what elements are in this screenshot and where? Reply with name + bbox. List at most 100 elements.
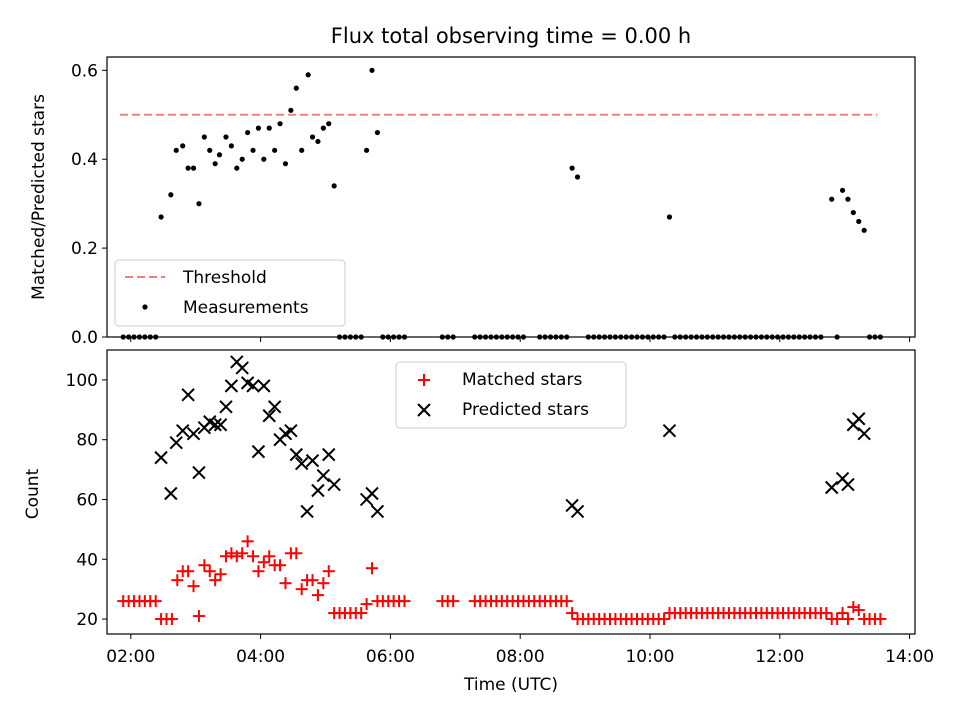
bottom-panel: 20 40 60 80 100 02:00 04:00 06:00 08:00 10:00 12:…	[23, 349, 934, 695]
measurement-point	[201, 134, 207, 140]
matched-star-point	[209, 574, 222, 587]
predicted-star-point	[316, 468, 331, 483]
matched-star-point	[230, 550, 243, 563]
x-tick-label: 02:00	[106, 647, 155, 667]
predicted-star-point	[300, 504, 314, 519]
matched-star-point	[290, 547, 303, 560]
predicted-star-point	[257, 379, 271, 393]
predicted-star-point	[311, 483, 325, 498]
matched-star-point	[203, 565, 216, 578]
measurements-legend-label: Measurements	[183, 298, 309, 318]
predicted-star-point	[169, 435, 183, 450]
predicted-star-point	[365, 486, 379, 501]
measurement-point	[196, 201, 202, 207]
matched-star-point	[295, 583, 308, 596]
top-y-axis-label: Matched/Predicted stars	[29, 94, 49, 300]
measurement-point	[861, 227, 867, 233]
bottom-legend: Matched stars Predicted stars	[395, 361, 627, 429]
bottom-y-tick-label: 20	[76, 610, 98, 630]
measurement-point	[255, 125, 262, 131]
measurement-point	[272, 147, 278, 153]
matched-star-point	[366, 562, 379, 575]
matched-star-point	[192, 610, 205, 623]
predicted-star-point	[262, 409, 276, 423]
measurement-point	[185, 165, 191, 171]
measurement-point	[277, 121, 283, 127]
predicted-star-point	[267, 400, 282, 414]
matched-legend-swatch	[418, 374, 430, 386]
predicted-star-point	[825, 480, 839, 495]
matched-star-point	[225, 547, 238, 560]
predicted-star-point	[181, 388, 195, 402]
matched-star-point	[182, 565, 195, 578]
bottom-x-ticks: 02:00 04:00 06:00 08:00 10:00 12:00 14:00	[106, 634, 934, 667]
matched-star-point	[355, 607, 368, 620]
matched-star-point	[841, 613, 854, 626]
measurement-point	[190, 165, 197, 171]
bottom-y-axis-label: Count	[23, 468, 43, 519]
matched-star-point	[447, 595, 460, 608]
top-y-tick-label: 0.0	[71, 328, 98, 348]
matched-star-point	[279, 577, 292, 590]
measurement-point	[574, 174, 581, 180]
measurement-point	[369, 67, 375, 73]
x-tick-label: 14:00	[885, 647, 934, 667]
matched-star-point	[852, 604, 865, 617]
matched-star-point	[831, 613, 844, 626]
measurement-point	[331, 183, 337, 189]
matched-star-point	[836, 607, 849, 620]
measurement-point	[212, 161, 218, 167]
top-y-ticks: 0.0 0.2 0.4 0.6	[71, 61, 107, 348]
predicted-star-point	[857, 426, 871, 441]
x-tick-label: 04:00	[236, 647, 285, 667]
bottom-y-ticks: 20 40 60 80 100	[66, 371, 107, 630]
matched-star-point	[398, 595, 411, 608]
measurement-point	[180, 143, 186, 149]
bottom-axes-frame	[106, 349, 916, 635]
chart-title: Flux total observing time = 0.00 h	[331, 24, 691, 48]
top-x-ticks	[130, 337, 911, 342]
top-y-tick-label: 0.2	[71, 239, 98, 259]
predicted-legend-swatch	[417, 403, 431, 417]
x-tick-label: 06:00	[366, 647, 415, 667]
measurement-point	[374, 129, 381, 136]
measurement-point	[266, 125, 272, 131]
measurement-point	[288, 107, 294, 113]
top-legend-box	[114, 259, 346, 327]
matched-star-point	[187, 580, 200, 593]
matched-star-point	[306, 574, 319, 587]
bottom-y-tick-label: 60	[76, 490, 98, 510]
measurement-point	[245, 129, 251, 136]
predicted-star-point	[208, 418, 222, 432]
matched-star-point	[214, 568, 227, 581]
predicted-star-point	[224, 379, 239, 393]
top-y-tick-label: 0.4	[71, 150, 98, 170]
x-tick-label: 08:00	[496, 647, 545, 667]
predicted-star-point	[164, 486, 178, 501]
bottom-y-tick-label: 40	[76, 550, 98, 570]
predicted-star-point	[213, 418, 228, 432]
measurement-point	[293, 85, 299, 91]
matched-star-point	[274, 559, 287, 572]
predicted-star-point	[841, 477, 855, 492]
matched-star-point	[847, 601, 860, 614]
matched-star-point	[257, 556, 270, 569]
predicted-star-point	[662, 424, 677, 438]
top-legend: Threshold Measurements	[114, 259, 346, 327]
measurement-point	[856, 218, 862, 225]
bottom-y-tick-label: 100	[66, 371, 98, 391]
x-tick-label: 10:00	[625, 647, 674, 667]
matched-star-point	[560, 595, 573, 608]
matched-star-point	[360, 598, 373, 611]
measurement-point	[216, 152, 223, 158]
matched-star-point	[263, 550, 276, 563]
measurement-point	[305, 72, 311, 78]
predicted-star-point	[370, 504, 385, 519]
top-y-tick-label: 0.6	[71, 61, 98, 81]
matched-star-point	[171, 574, 184, 587]
predicted-star-point	[219, 400, 233, 414]
predicted-star-point	[284, 424, 298, 438]
top-axes-frame	[106, 56, 916, 338]
predicted-star-point	[322, 447, 336, 462]
